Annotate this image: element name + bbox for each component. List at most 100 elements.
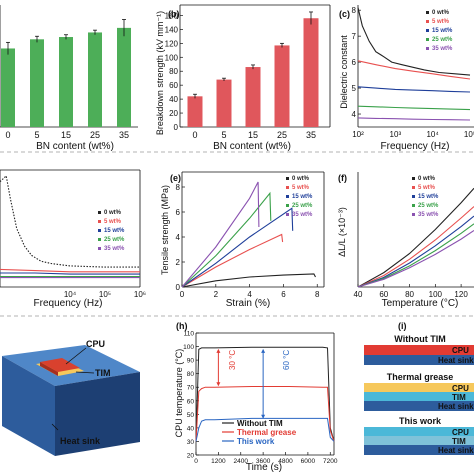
group3-cpu-text: CPU: [452, 428, 469, 437]
panel-h-xtick-label: 1200: [211, 458, 226, 465]
panel-c-legend-text: 35 wt%: [432, 46, 453, 52]
group2-cpu-text: CPU: [452, 384, 469, 393]
panel-e-legend-text: 25 wt%: [292, 203, 313, 209]
panel-f-legend-text: 15 wt%: [418, 194, 439, 200]
panel-d-series-line: [0, 174, 140, 268]
panel-e-legend-marker: [286, 204, 289, 207]
cpu-chip: [40, 358, 80, 372]
tim-callout: TIM: [95, 368, 111, 378]
panel-b-ylabel: Breakdown strength (kV mm⁻¹): [155, 11, 165, 135]
panel-b-ytick-label: 0: [174, 123, 179, 132]
panel-f-xtick-label: 80: [405, 290, 414, 299]
panel-d-legend-marker: [98, 220, 101, 223]
panel-c-xtick-label: 10²: [352, 130, 364, 139]
panel-a-xtick-label: 25: [90, 130, 100, 140]
group2-tim-text: TIM: [452, 393, 466, 402]
panel-h-arrowhead: [216, 382, 221, 387]
cpu-chip-side: [40, 362, 58, 376]
legend-text-this-work: This work: [237, 437, 275, 446]
panel-e-series-line: [181, 181, 260, 288]
group2-title: Thermal grease: [387, 372, 454, 382]
panel-c-ytick-label: 6: [352, 58, 357, 67]
panel-c-legend-marker: [426, 11, 429, 14]
panel-b-xlabel: BN content (wt%): [213, 141, 291, 152]
panel-e-xtick-label: 4: [247, 290, 252, 299]
panel-c-legend-marker: [426, 29, 429, 32]
panel-b-xtick-label: 25: [277, 130, 287, 140]
group3-heat-sink-layer: [364, 445, 474, 455]
panel-c-xtick-label: 10⁴: [426, 130, 439, 139]
group2-cpu-layer: [364, 383, 474, 392]
group3-title: This work: [399, 416, 442, 426]
panel-f-legend-marker: [412, 195, 415, 198]
panel-d-series-line: [0, 272, 140, 275]
panel-h-ytick-label: 20: [187, 453, 195, 460]
group1-heat-sink-text: Heat sink: [438, 356, 474, 365]
group1-heat-sink-layer: [364, 355, 474, 365]
panel-e-ytick-label: 6: [176, 208, 181, 217]
panel-h-legend: Without TIM Thermal grease This work: [222, 419, 297, 446]
group3-heat-sink-text: Heat sink: [438, 446, 474, 455]
panel-f-xlabel: Temperature (°C): [382, 298, 459, 309]
panel-c-xtick-label: 10³: [390, 130, 402, 139]
panel-h-xtick-label: 7200: [323, 458, 338, 465]
panel-e-xtick-label: 6: [281, 290, 286, 299]
panel-b-ytick-label: 20: [169, 109, 178, 118]
panel-a-xtick-label: 0: [5, 130, 10, 140]
panel-e-series-line: [181, 273, 316, 288]
panel-h-series-line: [195, 417, 335, 442]
panel-e-legend-marker: [286, 195, 289, 198]
legend-text-without-tim: Without TIM: [237, 419, 283, 428]
group3-cpu-layer: [364, 427, 474, 436]
panel-d-xtick-label: 10⁴: [64, 290, 77, 299]
panel-a-xlabel: BN content (wt%): [36, 141, 114, 152]
panel-b-bar: [245, 67, 261, 127]
heat-sink-side: [55, 372, 140, 456]
group2-tim-layer: [364, 392, 474, 401]
panel-e-legend-marker: [286, 186, 289, 189]
panel-f-xtick-label: 40: [354, 290, 363, 299]
panel-h-ytick-label: 40: [187, 425, 195, 432]
panel-d-legend-text: 15 wt%: [104, 228, 125, 234]
panel-d-legend-text: 5 wt%: [104, 219, 122, 225]
panel-i-diagram: (i) Without TIM CPU Heat sink Thermal gr…: [364, 321, 474, 455]
annotation-30c: 30 °C: [228, 350, 237, 370]
panel-h-arrowhead: [216, 348, 221, 353]
panel-h-series-line: [195, 346, 335, 442]
panel-e-xtick-label: 2: [214, 290, 219, 299]
group2-heat-sink-text: Heat sink: [438, 402, 474, 411]
panel-d-legend-marker: [98, 229, 101, 232]
panel-h-label: (h): [176, 321, 188, 331]
panel-i-label: (i): [398, 321, 407, 331]
panel-c-legend-marker: [426, 38, 429, 41]
panel-b-bar: [216, 79, 232, 127]
panel-d-series-line: [0, 268, 140, 273]
panel-e-ytick-label: 2: [176, 258, 181, 267]
panel-b-bar: [274, 45, 290, 128]
panel-e-xtick-label: 0: [180, 290, 185, 299]
panel-f-xtick-label: 60: [379, 290, 388, 299]
panel-c-legend-text: 25 wt%: [432, 37, 453, 43]
panel-e-chart: 0 2 4 6 8 0 2 4 6 8 0 wt% 5 wt% 15 wt% 25 wt% 35 wt%: [176, 171, 325, 299]
panel-f-legend-text: 5 wt%: [418, 185, 436, 191]
panel-a-chart: 0 5 15 25 35: [0, 5, 138, 140]
panel-c-label: (c): [339, 9, 350, 19]
panel-c-legend-marker: [426, 20, 429, 23]
panel-h-xtick-label: 0: [194, 458, 198, 465]
panel-c-ytick-label: 4: [352, 110, 357, 119]
panel-e-xlabel: Strain (%): [226, 298, 270, 309]
panel-f-legend-marker: [412, 186, 415, 189]
heat-sink-pointer: [51, 423, 59, 431]
panel-c-series-line: [357, 105, 471, 111]
group3-tim-text: TIM: [452, 437, 466, 446]
panel-h-xtick-label: 6000: [301, 458, 316, 465]
panel-c-chart: 4 5 6 7 8 10² 10³ 10⁴ 10⁵ 0 wt% 5 wt% 15 wt% 25 wt% 3…: [352, 5, 474, 139]
panel-d-legend-text: 25 wt%: [104, 237, 125, 243]
panel-d-legend-marker: [98, 238, 101, 241]
panel-f-chart: 40 60 80 100 120 0 wt% 5 wt% 15 wt% 25 wt% 35 wt%: [354, 172, 474, 299]
heat-sink-callout: Heat sink: [60, 436, 101, 446]
panel-h-ytick-label: 70: [187, 385, 195, 392]
panel-h-series-line: [195, 386, 335, 442]
panel-h-ytick-label: 110: [184, 331, 195, 338]
panel-a-bar: [30, 39, 44, 127]
